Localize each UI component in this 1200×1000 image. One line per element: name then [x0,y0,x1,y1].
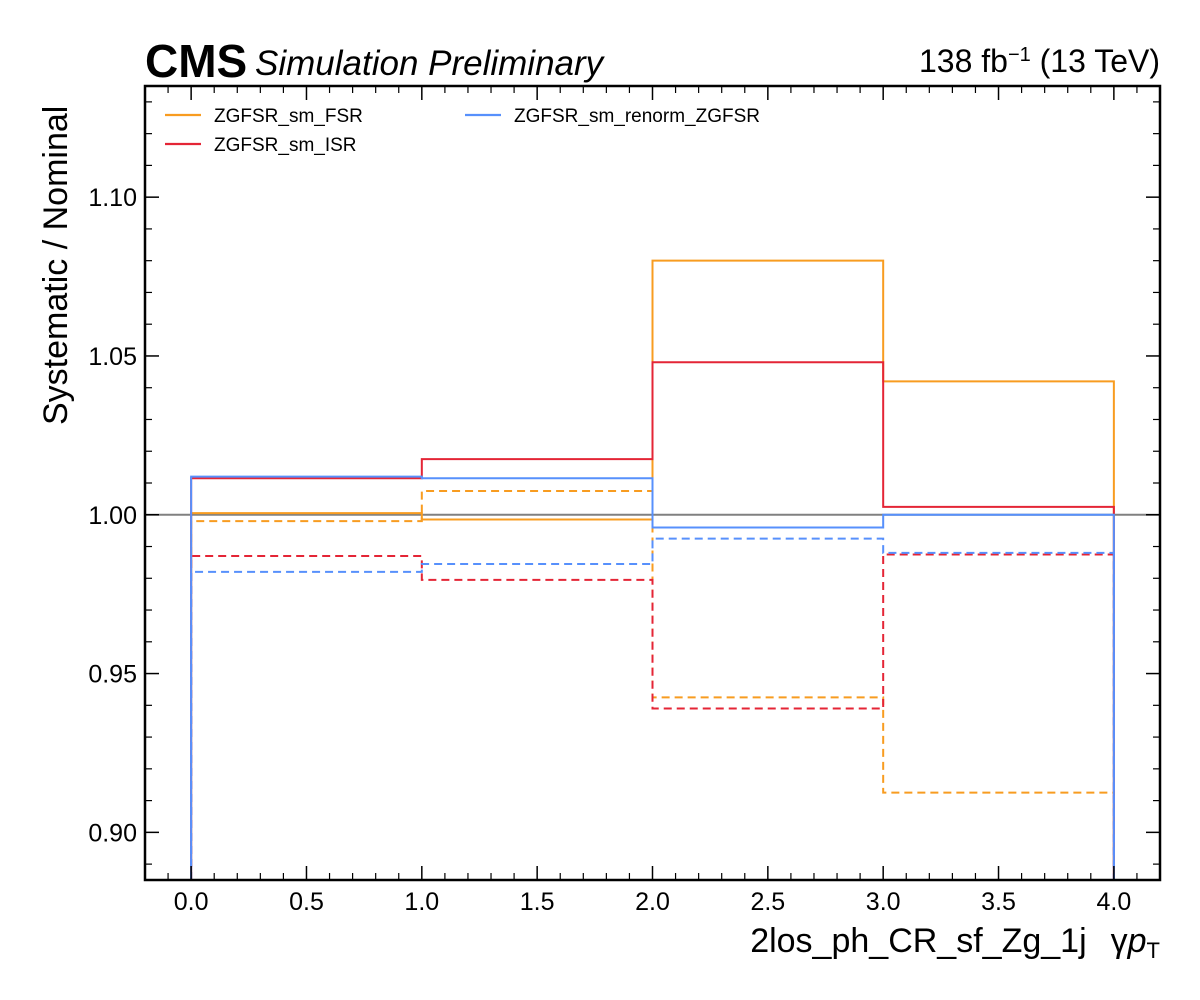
x-axis-label: 2los_ph_CR_sf_Zg_1j γpT [750,922,1160,963]
x-tick-label: 1.0 [404,888,439,916]
status-label: Simulation Preliminary [255,44,606,83]
cms-label: CMS [145,35,247,87]
x-tick-label: 0.5 [289,888,324,916]
x-tick-label: 2.5 [750,888,785,916]
x-tick-label: 0.0 [174,888,209,916]
y-axis-label: Systematic / Nominal [37,106,75,425]
axes-frame [143,84,1162,882]
plot-area: 0.0 0.5 1.0 1.5 2.0 2.5 3.0 3.5 4.0 0.90 0.95 1.00 1… [88,86,1160,916]
y-tick-label: 1.10 [88,184,137,212]
x-tick-label: 4.0 [1096,888,1131,916]
x-tick-label: 2.0 [635,888,670,916]
series-zgfsr-sm-renorm-zgfsr-up [190,475,1115,880]
series-zgfsr-sm-isr-up [190,361,1115,880]
x-tick-label: 3.5 [981,888,1016,916]
legend: ZGFSR_sm_FSR ZGFSR_sm_ISR ZGFSR_sm_renorm_… [165,106,760,156]
y-tick-label: 1.00 [88,502,137,530]
legend-label-zgfsr-sm-isr: ZGFSR_sm_ISR [214,135,357,156]
legend-label-zgfsr-sm-renorm-zgfsr: ZGFSR_sm_renorm_ZGFSR [514,106,760,127]
x-tick-label: 3.0 [866,888,901,916]
x-tick-label: 1.5 [520,888,555,916]
legend-label-zgfsr-sm-fsr: ZGFSR_sm_FSR [214,106,363,127]
y-tick-label: 1.05 [88,343,137,371]
y-tick-label: 0.90 [88,819,137,847]
y-tick-label: 0.95 [88,661,137,689]
series-zgfsr-sm-renorm-zgfsr-down [190,537,1115,880]
lumi-label: 138 fb−1 (13 TeV) [919,43,1160,79]
series-zgfsr-sm-isr-down [190,553,1115,880]
